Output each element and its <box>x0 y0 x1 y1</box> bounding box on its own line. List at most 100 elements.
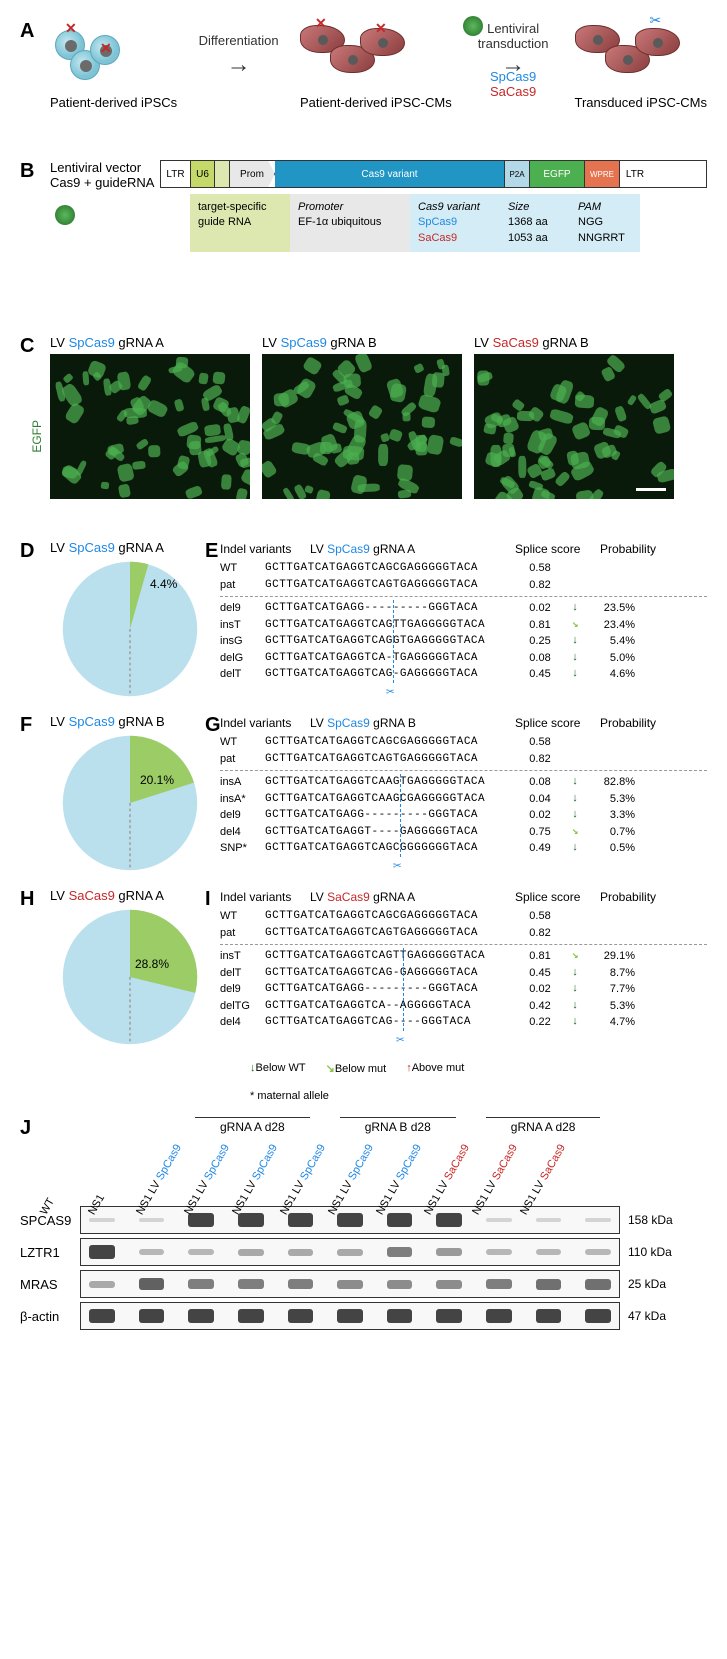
panel-f-label: F <box>20 714 32 737</box>
mutation-x-icon: ✕ <box>375 20 387 37</box>
cm-caption: Patient-derived iPSC-CMs <box>300 95 452 110</box>
panel-g-label: G <box>205 714 221 737</box>
wb-band <box>337 1280 363 1289</box>
grna-info: target-specific guide RNA <box>190 194 290 252</box>
wb-protein-label: LZTR1 <box>20 1245 80 1260</box>
virus-icon <box>50 200 80 230</box>
wb-band <box>387 1280 413 1289</box>
pie-chart-f: 20.1% <box>60 733 200 873</box>
wb-strip <box>80 1270 620 1298</box>
panel-f: F LV SpCas9 gRNA B 20.1% <box>20 714 220 873</box>
u6-box: U6 <box>191 161 215 187</box>
wb-band <box>188 1279 214 1289</box>
indel-table: Indel variantsLV SpCas9 gRNA BSplice sco… <box>220 714 707 857</box>
sacas9-label: SaCas9 <box>490 84 536 99</box>
wb-band <box>139 1309 165 1323</box>
panel-e-label: E <box>205 540 218 563</box>
wb-band <box>585 1249 611 1255</box>
wb-size-label: 47 kDa <box>628 1309 666 1323</box>
wb-band <box>536 1279 562 1290</box>
mutation-x-icon: ✕ <box>100 40 112 57</box>
wb-band <box>585 1218 611 1222</box>
wb-band <box>139 1278 165 1290</box>
wb-size-label: 25 kDa <box>628 1277 666 1291</box>
wb-strip <box>80 1302 620 1330</box>
p2a-box: P2A <box>505 161 530 187</box>
wpre-box: WPRE <box>585 161 620 187</box>
pie-chart-h: 28.8% <box>60 907 200 1047</box>
panel-d-label: D <box>20 540 34 563</box>
arrow-trans-label2: transduction <box>478 36 549 51</box>
wb-band <box>387 1247 413 1257</box>
panel-i: I Indel variantsLV SaCas9 gRNA ASplice s… <box>220 888 707 1047</box>
micrograph-image <box>474 354 674 499</box>
pie-pct: 20.1% <box>140 773 174 787</box>
ipsc-cluster: ✕ ✕ <box>50 20 150 90</box>
wb-protein-label: β-actin <box>20 1309 80 1324</box>
panel-h: H LV SaCas9 gRNA A 28.8% <box>20 888 220 1047</box>
cas9-box: Cas9 variant <box>275 161 505 187</box>
wb-band <box>89 1218 115 1222</box>
panel-c-label: C <box>20 335 34 358</box>
panel-a: A ✕ ✕ Patient-derived iPSCs Differentiat… <box>20 20 707 140</box>
wb-band <box>436 1248 462 1256</box>
pie-chart-d: 4.4% <box>60 559 200 699</box>
panel-j: J gRNA A d28gRNA B d28gRNA A d28 WTNS1NS… <box>20 1117 707 1330</box>
wb-group: gRNA A d28 <box>486 1117 601 1134</box>
egfp-box: EGFP <box>530 161 585 187</box>
ipsc-caption: Patient-derived iPSCs <box>50 95 177 110</box>
maternal-legend: * maternal allele <box>20 1090 707 1102</box>
spcas9-label: SpCas9 <box>490 69 536 84</box>
arrow-diff: Differentiation → <box>199 51 279 79</box>
prom-box: Prom <box>230 161 275 187</box>
arrow-transduce: Lentiviral transduction → SpCas9 SaCas9 <box>473 51 553 79</box>
ltr-box: LTR <box>161 161 191 187</box>
panel-j-label: J <box>20 1117 31 1140</box>
panel-b: B Lentiviral vector Cas9 + guideRNA LTR … <box>20 160 707 315</box>
wb-band <box>188 1309 214 1323</box>
wb-band <box>188 1249 214 1255</box>
wb-size-label: 158 kDa <box>628 1213 673 1227</box>
wb-group: gRNA B d28 <box>340 1117 456 1134</box>
wb-band <box>238 1249 264 1256</box>
panel-a-label: A <box>20 20 34 43</box>
wb-group: gRNA A d28 <box>195 1117 310 1134</box>
micrograph-image <box>50 354 250 499</box>
indel-table: Indel variantsLV SaCas9 gRNA ASplice sco… <box>220 888 707 1031</box>
mutation-x-icon: ✕ <box>65 20 77 37</box>
panel-c: C EGFP LV SpCas9 gRNA A LV SpCas9 gRNA B… <box>20 335 707 520</box>
scissors-icon: ✂ <box>386 683 394 704</box>
wb-band <box>89 1281 115 1288</box>
wb-band <box>288 1249 314 1256</box>
pie-pct: 4.4% <box>150 577 177 591</box>
scale-bar <box>636 488 666 491</box>
arrow-trans-label1: Lentiviral <box>487 21 539 36</box>
construct-diagram: LTR U6 Prom Cas9 variant P2A EGFP WPRE L… <box>160 160 707 188</box>
wb-band <box>387 1309 413 1323</box>
promoter-info: Promoter EF-1α ubiquitous <box>290 194 410 252</box>
panel-d: D LV SpCas9 gRNA A 4.4% <box>20 540 220 699</box>
wb-band <box>288 1309 314 1323</box>
wb-band <box>288 1279 314 1289</box>
wb-band <box>139 1218 165 1222</box>
wb-band <box>585 1309 611 1323</box>
vector-title1: Lentiviral vector <box>50 160 160 175</box>
wb-band <box>139 1249 165 1255</box>
wb-band <box>486 1249 512 1255</box>
wb-band <box>89 1309 115 1323</box>
wb-band <box>536 1249 562 1255</box>
wb-band <box>486 1279 512 1289</box>
transduced-caption: Transduced iPSC-CMs <box>575 95 707 110</box>
wb-band <box>238 1279 264 1289</box>
panel-i-label: I <box>205 888 211 911</box>
scissors-icon: ✂ <box>650 12 662 29</box>
wb-band <box>89 1245 115 1259</box>
wb-band <box>436 1309 462 1323</box>
cm-cluster: ✕ ✕ <box>300 20 420 90</box>
wb-band <box>436 1280 462 1289</box>
arrow-legend: ↓Below WT ↘Below mut ↑Above mut <box>20 1062 707 1075</box>
panel-e: E Indel variantsLV SpCas9 gRNA ASplice s… <box>220 540 707 699</box>
micrograph-title: LV SpCas9 gRNA A <box>50 335 250 350</box>
scissors-icon: ✂ <box>393 857 401 878</box>
wb-band <box>337 1309 363 1323</box>
